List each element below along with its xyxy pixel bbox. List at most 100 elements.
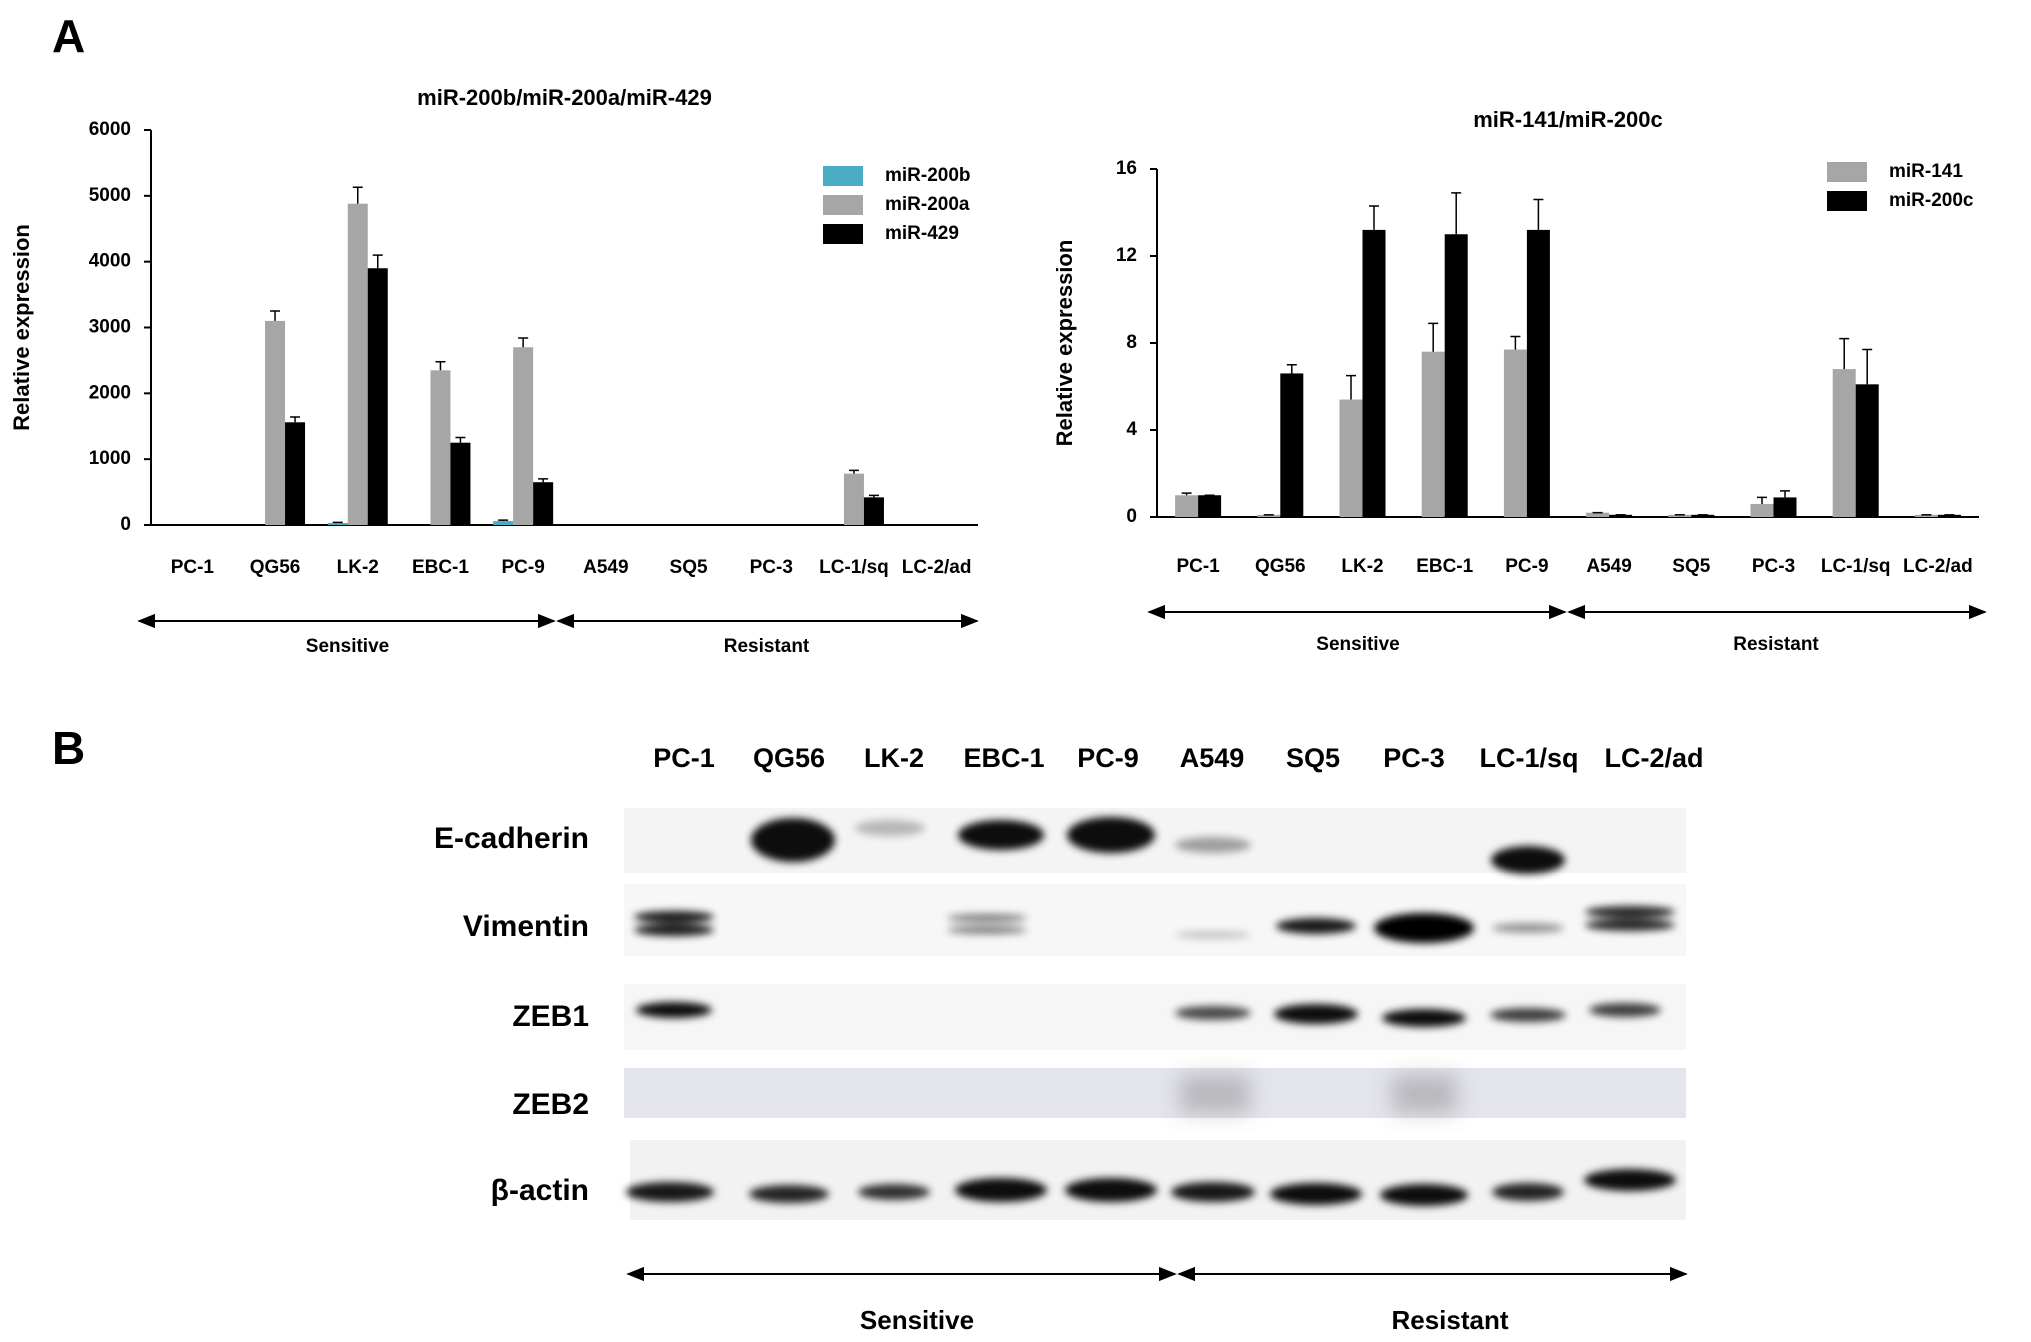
error-bar (372, 254, 383, 269)
lane-label: PC-9 (1077, 743, 1139, 773)
bar (265, 320, 286, 525)
x-tick-label: LC-2/ad (1903, 556, 1973, 577)
x-tick-label: LK-2 (337, 557, 379, 578)
error-bar (868, 494, 879, 498)
bar (1444, 234, 1468, 517)
bar (1339, 399, 1363, 517)
error-bar (1428, 322, 1439, 352)
x-tick-label: PC-9 (502, 557, 545, 578)
row-label: β-actin (491, 1174, 589, 1207)
bar (1421, 351, 1445, 517)
blot: PC-1 QG56 LK-2 EBC-1 PC-9 A549 SQ5 PC-3 … (434, 743, 1704, 1335)
group-label: Sensitive (860, 1305, 974, 1335)
y-axis-label: Relative expression (1052, 240, 1077, 447)
row-label: ZEB1 (512, 1000, 589, 1033)
blot-strip (624, 884, 1686, 956)
x-tick-label: LC-2/ad (902, 557, 972, 578)
bar (863, 497, 884, 525)
panel-label: B (52, 722, 85, 774)
bar (1914, 514, 1938, 517)
x-tick-label: QG56 (1255, 556, 1306, 577)
lane-label: LK-2 (864, 743, 924, 773)
lane-label: SQ5 (1286, 743, 1340, 773)
error-bar (538, 478, 549, 483)
x-tick-label: PC-3 (1752, 556, 1795, 577)
chart-title: miR-141/miR-200c (1473, 107, 1663, 132)
error-bar (1780, 490, 1790, 498)
x-tick-label: A549 (1586, 556, 1631, 577)
x-tick-label: LC-1/sq (1821, 556, 1891, 577)
lane-label: LC-1/sq (1479, 743, 1578, 773)
bar (1855, 384, 1879, 517)
x-tick-label: LC-1/sq (819, 557, 889, 578)
bar (1937, 514, 1961, 517)
blot-strip (624, 1068, 1686, 1118)
x-tick-label: EBC-1 (1416, 556, 1473, 577)
error-bar (1286, 364, 1297, 374)
error-bar (455, 436, 466, 443)
lane-label: PC-1 (653, 743, 715, 773)
y-tick-label: 3000 (89, 317, 131, 338)
bar (1609, 514, 1633, 517)
y-tick-label: 6000 (89, 119, 131, 140)
chart-title: miR-200b/miR-200a/miR-429 (417, 85, 712, 110)
bar (1668, 514, 1692, 517)
error-bar (498, 519, 509, 522)
legend-label: miR-141 (1889, 161, 1963, 182)
bar (1526, 229, 1550, 517)
bar (327, 523, 348, 525)
panel-label: A (52, 10, 85, 62)
error-bar (1346, 374, 1356, 400)
group-label: Resistant (1391, 1305, 1508, 1335)
x-tick-label: PC-1 (1176, 556, 1220, 577)
bar (513, 347, 534, 525)
legend-swatch (823, 224, 863, 244)
y-tick-label: 16 (1116, 158, 1137, 179)
legend-label: miR-200a (885, 194, 970, 215)
bar (843, 473, 864, 525)
bar (430, 370, 451, 525)
y-tick-label: 2000 (89, 382, 131, 403)
x-tick-label: LK-2 (1341, 556, 1383, 577)
legend-swatch (1827, 162, 1867, 182)
bar (1503, 349, 1527, 517)
x-tick-label: PC-1 (171, 557, 215, 578)
y-tick-label: 0 (120, 514, 131, 535)
x-tick-label: SQ5 (1672, 556, 1710, 577)
bands (626, 817, 1676, 1206)
bar (347, 203, 368, 525)
error-bar (290, 416, 301, 423)
group-label: Resistant (1733, 634, 1819, 655)
legend-label: miR-200c (1889, 190, 1974, 211)
legend-swatch (823, 195, 863, 215)
y-tick-label: 4 (1126, 419, 1137, 440)
error-bar (332, 521, 343, 524)
x-tick-label: A549 (583, 557, 628, 578)
bar (1175, 495, 1199, 517)
bar (1586, 512, 1610, 517)
error-bar (1510, 335, 1521, 350)
error-bar (435, 360, 446, 371)
error-bar (1369, 205, 1379, 230)
bar (285, 422, 306, 525)
lane-label: LC-2/ad (1604, 743, 1703, 773)
y-tick-label: 12 (1116, 245, 1137, 266)
bar (1280, 373, 1304, 517)
error-bar (1757, 496, 1767, 504)
lane-label: PC-3 (1383, 743, 1445, 773)
error-bar (1181, 492, 1192, 496)
bar (533, 482, 554, 525)
bar (1198, 495, 1222, 517)
legend-label: miR-200b (885, 165, 971, 186)
y-tick-label: 0 (1126, 506, 1137, 527)
group-label: Sensitive (306, 636, 389, 657)
bar (1750, 503, 1774, 517)
error-bar (352, 186, 363, 204)
x-tick-label: EBC-1 (412, 557, 469, 578)
row-label: ZEB2 (512, 1088, 589, 1121)
legend-swatch (1827, 191, 1867, 211)
y-tick-label: 4000 (89, 251, 131, 272)
bar (1257, 514, 1281, 517)
y-tick-label: 8 (1126, 332, 1137, 353)
